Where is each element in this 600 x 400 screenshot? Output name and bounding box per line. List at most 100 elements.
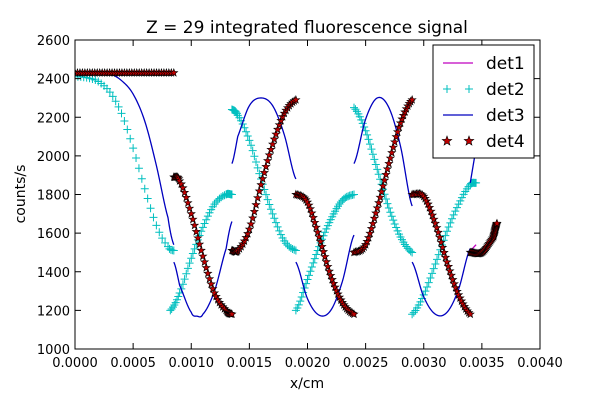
series-point-det2 [268, 209, 277, 218]
series-point-det2 [168, 303, 177, 312]
series-point-det4 [198, 251, 208, 261]
series-point-det2 [252, 158, 261, 167]
series-point-det2 [374, 170, 383, 179]
series-point-det2 [255, 169, 264, 178]
series-point-det4 [311, 222, 321, 232]
x-tick-label: 0.0020 [285, 356, 331, 371]
series-point-det4 [181, 192, 191, 202]
legend-label: det1 [486, 54, 525, 74]
series-point-det4 [253, 193, 263, 202]
series-point-det4 [313, 227, 323, 237]
chart-title: Z = 29 integrated fluorescence signal [146, 18, 468, 38]
series-point-det2 [389, 216, 398, 225]
y-tick-label: 1200 [37, 304, 70, 319]
series-point-det2 [180, 275, 189, 284]
series-point-det2 [363, 130, 372, 139]
series-point-det2 [423, 282, 432, 291]
series-line-det3 [173, 221, 233, 318]
series-point-det2 [172, 295, 181, 304]
series-point-det2 [294, 300, 303, 309]
series-point-det4 [264, 150, 274, 159]
series-point-det2 [266, 205, 275, 214]
series-point-det2 [111, 97, 120, 106]
series-point-det2 [182, 269, 191, 278]
series-point-det2 [449, 210, 458, 219]
series-point-det4 [379, 175, 390, 185]
series-point-det2 [408, 310, 417, 319]
series-point-det2 [451, 207, 460, 216]
series-point-det4 [274, 120, 284, 129]
series-point-det2 [260, 185, 269, 194]
series-point-det2 [297, 292, 306, 301]
series-point-det4 [385, 153, 395, 163]
x-axis-ticks: 0.0000 0.0005 0.0010 0.0015 0.0020 0.0025 0.00… [52, 40, 563, 371]
series-point-det2 [114, 102, 123, 111]
series-point-det4 [374, 197, 384, 207]
series-point-det4 [268, 139, 278, 149]
y-tick-label: 1400 [37, 266, 70, 281]
series-point-det2 [309, 258, 318, 267]
series-point-det4 [271, 129, 281, 139]
series-point-det2 [250, 152, 259, 161]
series-point-det4 [424, 202, 435, 212]
series-point-det2 [155, 228, 164, 237]
series-point-det2 [291, 246, 300, 255]
series-point-det2 [310, 254, 319, 263]
legend: det1 det2 det3 det4 [432, 44, 535, 159]
series-point-det4 [449, 279, 459, 288]
series-point-det2 [265, 200, 274, 209]
series-point-det2 [146, 204, 155, 213]
series-point-det2 [304, 271, 313, 280]
series-point-det4 [432, 222, 442, 232]
series-point-det4 [305, 204, 316, 213]
series-point-det4 [363, 232, 374, 242]
series-point-det2 [409, 308, 418, 317]
x-tick-label: 0.0025 [343, 356, 389, 371]
legend-entry-det3: det3 [443, 106, 525, 126]
series-point-det2 [447, 214, 456, 223]
series-point-det4 [451, 282, 461, 292]
y-tick-label: 2000 [37, 150, 70, 165]
series-point-det2 [275, 226, 284, 235]
series-point-det4 [372, 203, 382, 212]
series-point-det4 [382, 164, 393, 173]
series-point-det4 [443, 261, 454, 271]
series-point-det2 [365, 140, 374, 149]
y-axis-label: counts/s [13, 165, 29, 224]
series-point-det4 [331, 285, 342, 295]
series-point-det4 [492, 218, 502, 228]
series-point-det2 [421, 287, 430, 296]
series-point-det2 [454, 200, 463, 209]
series-line-det3 [411, 248, 471, 317]
series-point-det2 [217, 193, 226, 202]
series-point-det2 [247, 141, 256, 150]
series-point-det4 [442, 257, 452, 267]
series-point-det2 [281, 239, 290, 248]
series-point-det2 [306, 267, 315, 276]
series-point-det4 [390, 137, 400, 146]
series-point-det4 [423, 199, 433, 209]
series-point-det2 [137, 174, 146, 183]
series-point-det4 [194, 239, 205, 249]
y-tick-label: 2200 [37, 111, 70, 126]
x-tick-label: 0.0010 [169, 356, 215, 371]
y-tick-label: 1800 [37, 189, 70, 204]
series-point-det2 [441, 231, 450, 240]
series-point-det4 [189, 220, 200, 230]
series-point-det4 [368, 218, 378, 228]
series-point-det2 [129, 144, 138, 153]
series-point-det4 [193, 233, 203, 242]
series-point-det2 [152, 221, 161, 230]
series-point-det4 [465, 309, 475, 319]
series-point-det2 [350, 190, 358, 199]
y-tick-label: 1600 [37, 227, 70, 242]
series-point-det2 [444, 222, 453, 231]
series-point-det4 [438, 242, 448, 252]
series-point-det2 [358, 119, 367, 128]
y-tick-label: 2600 [37, 34, 70, 49]
series-point-det4 [381, 169, 391, 179]
series-point-det4 [266, 144, 276, 154]
series-point-det2 [416, 297, 425, 306]
series-point-det4 [184, 203, 195, 213]
